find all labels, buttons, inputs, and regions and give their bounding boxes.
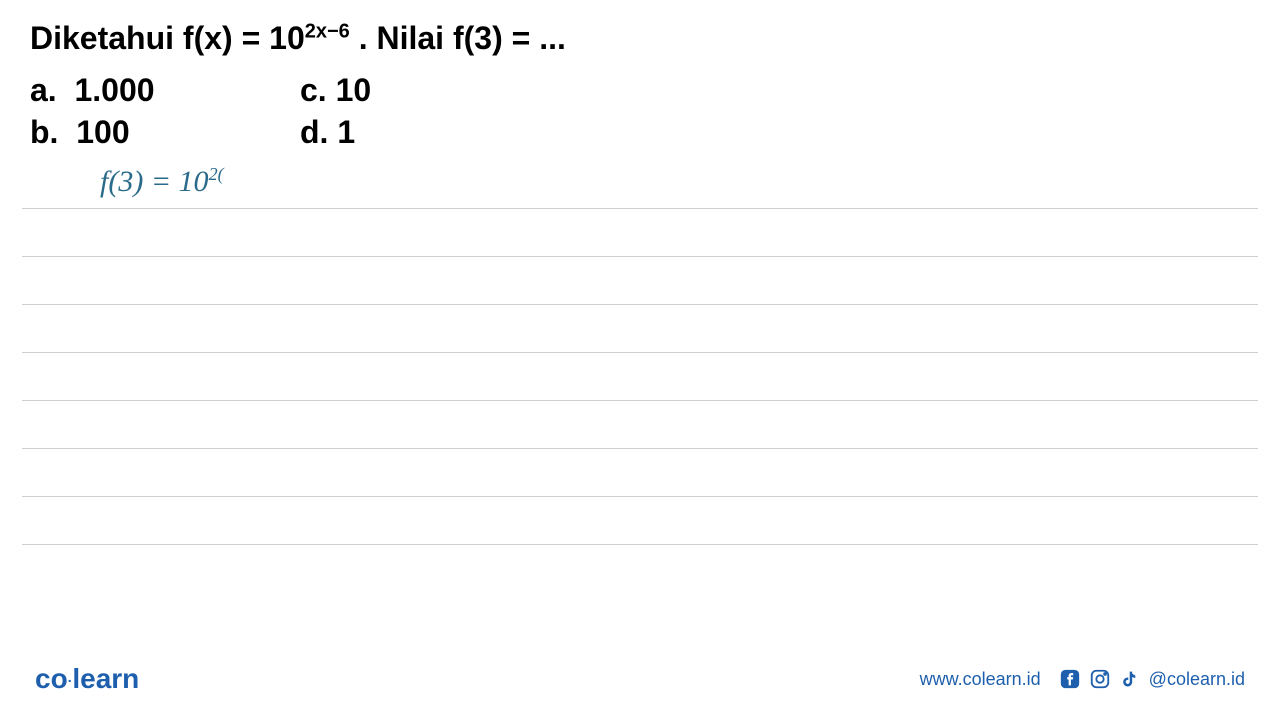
option-c-value: 10 xyxy=(336,72,372,108)
ruled-line xyxy=(22,305,1258,353)
handwritten-base: f(3) = 10 xyxy=(100,165,209,198)
ruled-notebook-area: f(3) = 102( xyxy=(30,161,1250,545)
question-exponent: 2x−6 xyxy=(305,20,350,42)
handwritten-exp: 2( xyxy=(209,164,224,184)
options-row-1: a. 1.000 c. 10 xyxy=(30,72,1250,109)
option-b-value: 100 xyxy=(76,114,129,150)
option-a: a. 1.000 xyxy=(30,72,200,109)
social-icons: @colearn.id xyxy=(1059,668,1245,690)
instagram-icon xyxy=(1089,668,1111,690)
option-c: c. 10 xyxy=(300,72,470,109)
logo-co: co xyxy=(35,663,68,694)
ruled-line xyxy=(22,401,1258,449)
option-a-value: 1.000 xyxy=(74,72,154,108)
logo: co·learn xyxy=(35,663,139,695)
rparen: ) xyxy=(222,20,233,56)
website-url: www.colearn.id xyxy=(920,669,1041,690)
question-text: Diketahui f(x) = 102x−6 . Nilai f(3) = .… xyxy=(30,20,1250,57)
lparen2: ( xyxy=(464,20,475,56)
question-eq2: = ... xyxy=(503,20,566,56)
option-b-label: b. xyxy=(30,114,58,150)
options-row-2: b. 100 d. 1 xyxy=(30,114,1250,151)
footer: co·learn www.colearn.id @colearn.id xyxy=(0,663,1280,695)
option-c-label: c. xyxy=(300,72,327,108)
tiktok-icon xyxy=(1119,668,1141,690)
question-prefix: Diketahui f xyxy=(30,20,194,56)
option-d-label: d. xyxy=(300,114,328,150)
facebook-icon xyxy=(1059,668,1081,690)
ruled-line xyxy=(22,353,1258,401)
footer-right: www.colearn.id @colearn.id xyxy=(920,668,1245,690)
lparen: ( xyxy=(194,20,205,56)
question-val: 3 xyxy=(474,20,492,56)
ruled-line xyxy=(22,449,1258,497)
question-var: x xyxy=(204,20,222,56)
handwritten-work: f(3) = 102( xyxy=(100,164,224,199)
option-a-label: a. xyxy=(30,72,57,108)
logo-learn: learn xyxy=(72,663,139,694)
question-middle: . Nilai f xyxy=(350,20,464,56)
ruled-line xyxy=(22,497,1258,545)
option-b: b. 100 xyxy=(30,114,200,151)
option-d-value: 1 xyxy=(337,114,355,150)
ruled-line xyxy=(22,257,1258,305)
ruled-line xyxy=(22,209,1258,257)
rparen2: ) xyxy=(492,20,503,56)
question-eq: = 10 xyxy=(233,20,305,56)
social-handle: @colearn.id xyxy=(1149,669,1245,690)
option-d: d. 1 xyxy=(300,114,470,151)
